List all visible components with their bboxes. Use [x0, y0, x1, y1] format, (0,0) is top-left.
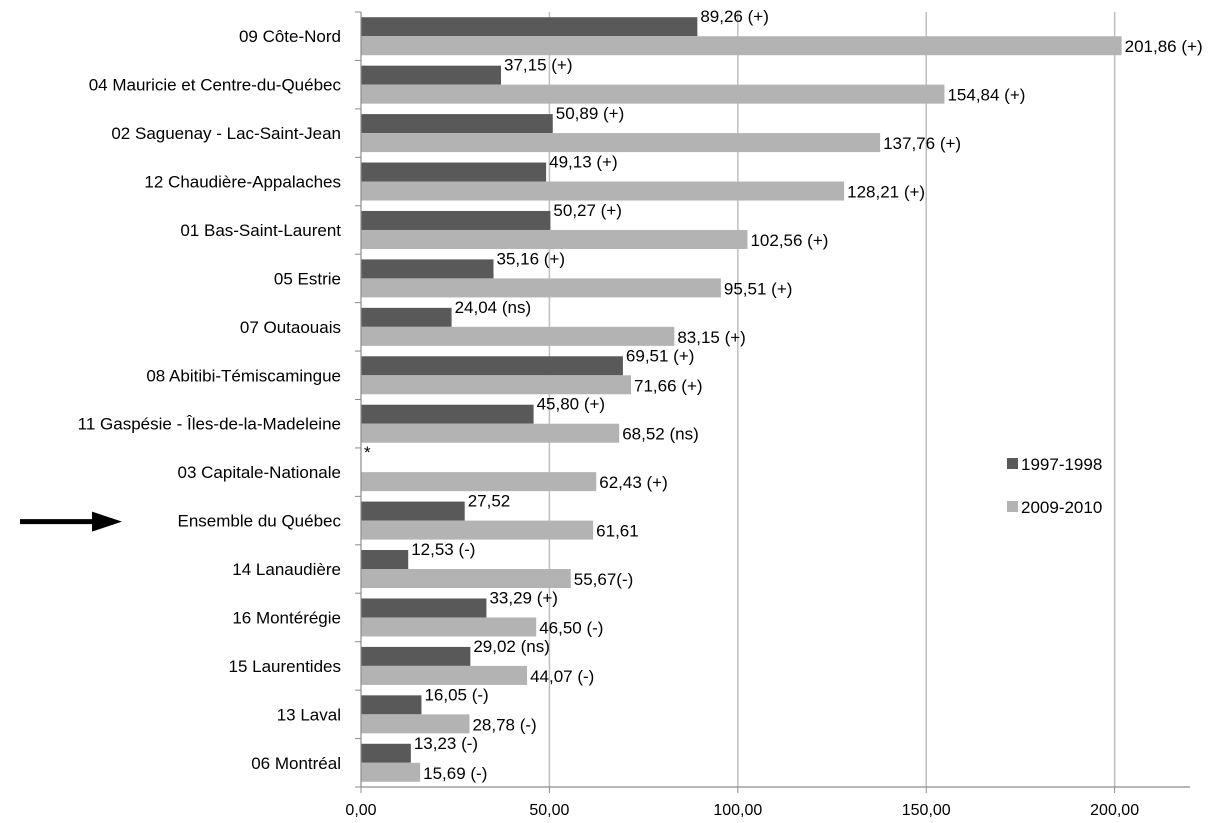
category-label: 05 Estrie: [274, 269, 341, 288]
data-label-1997-1998: 50,89 (+): [556, 104, 625, 123]
bar-2009-2010: [361, 665, 528, 685]
bar-1997-1998: [361, 646, 471, 666]
data-label-1997-1998: 16,05 (-): [424, 685, 488, 704]
data-label-2009-2010: 46,50 (-): [539, 618, 603, 637]
data-label-1997-1998: *: [364, 443, 371, 462]
bar-1997-1998: [361, 162, 547, 182]
x-tick-label: 200,00: [1090, 802, 1139, 819]
data-label-2009-2010: 71,66 (+): [634, 376, 703, 395]
bar-1997-1998: [361, 307, 452, 327]
bar-1997-1998: [361, 114, 553, 134]
bar-2009-2010: [361, 617, 537, 637]
category-label: 06 Montréal: [251, 754, 341, 773]
category-label: 13 Laval: [277, 705, 341, 724]
x-tick-label: 100,00: [713, 802, 762, 819]
category-label: 04 Mauricie et Centre-du-Québec: [89, 76, 342, 95]
data-label-1997-1998: 13,23 (-): [414, 734, 478, 753]
legend-swatch-2009-2010: [1007, 501, 1018, 512]
bar-1997-1998: [361, 259, 494, 279]
bar-2009-2010: [361, 375, 632, 395]
data-label-1997-1998: 49,13 (+): [549, 153, 618, 172]
category-label: 09 Côte-Nord: [239, 27, 341, 46]
bar-2009-2010: [361, 36, 1122, 56]
data-label-2009-2010: 83,15 (+): [677, 328, 746, 347]
data-label-1997-1998: 24,04 (ns): [455, 298, 532, 317]
data-label-1997-1998: 12,53 (-): [411, 540, 475, 559]
category-label: 03 Capitale-Nationale: [178, 463, 342, 482]
legend: 1997-1998 2009-2010: [1007, 455, 1102, 517]
bar-1997-1998: [361, 404, 534, 424]
bar-2009-2010: [361, 181, 845, 201]
data-label-2009-2010: 102,56 (+): [750, 231, 828, 250]
legend-label-1997-1998: 1997-1998: [1021, 455, 1102, 474]
bar-2009-2010: [361, 229, 748, 249]
bars: [361, 17, 1122, 782]
labels: 09 Côte-Nord 89,26 (+) 201,86 (+) 04 Mauric…: [78, 7, 1203, 783]
axes: 0,00 50,00 100,00 150,00 200,00: [345, 11, 1190, 819]
data-label-2009-2010: 201,86 (+): [1125, 37, 1203, 56]
bar-1997-1998: [361, 743, 411, 763]
legend-swatch-1997-1998: [1007, 458, 1018, 469]
category-label: 11 Gaspésie - Îles-de-la-Madeleine: [78, 415, 341, 434]
data-label-2009-2010: 62,43 (+): [599, 473, 668, 492]
category-label: 02 Saguenay - Lac-Saint-Jean: [111, 124, 341, 143]
data-label-2009-2010: 154,84 (+): [947, 86, 1025, 105]
arrow-head: [92, 511, 122, 532]
x-tick-label: 150,00: [902, 802, 951, 819]
category-label: 08 Abitibi-Témiscamingue: [146, 366, 341, 385]
data-label-1997-1998: 69,51 (+): [626, 346, 695, 365]
bar-2009-2010: [361, 472, 597, 492]
bar-2009-2010: [361, 423, 620, 443]
highlight-arrow: [20, 511, 122, 532]
data-label-1997-1998: 37,15 (+): [504, 56, 573, 75]
bar-2009-2010: [361, 714, 470, 734]
bar-1997-1998: [361, 501, 465, 521]
bar-1997-1998: [361, 17, 698, 37]
bar-2009-2010: [361, 133, 881, 153]
category-label: Ensemble du Québec: [178, 512, 342, 531]
data-label-2009-2010: 128,21 (+): [847, 183, 925, 202]
data-label-1997-1998: 29,02 (ns): [473, 637, 550, 656]
bar-2009-2010: [361, 569, 571, 589]
data-label-1997-1998: 45,80 (+): [537, 395, 606, 414]
bar-1997-1998: [361, 695, 422, 715]
category-label: 12 Chaudière-Appalaches: [144, 173, 341, 192]
category-label: 16 Montérégie: [232, 608, 341, 627]
data-label-2009-2010: 137,76 (+): [883, 134, 961, 153]
category-label: 07 Outaouais: [240, 318, 341, 337]
data-label-2009-2010: 61,61: [596, 522, 639, 541]
bar-2009-2010: [361, 762, 421, 782]
bar-1997-1998: [361, 598, 487, 618]
data-label-2009-2010: 55,67(-): [574, 570, 634, 589]
data-label-2009-2010: 44,07 (-): [530, 667, 594, 686]
data-label-2009-2010: 15,69 (-): [423, 764, 487, 783]
bar-1997-1998: [361, 210, 551, 230]
gridlines: [548, 12, 1116, 787]
category-label: 15 Laurentides: [229, 657, 341, 676]
category-label: 01 Bas-Saint-Laurent: [180, 221, 341, 240]
bar-2009-2010: [361, 278, 721, 298]
data-label-1997-1998: 35,16 (+): [496, 249, 565, 268]
legend-label-2009-2010: 2009-2010: [1021, 498, 1102, 517]
data-label-1997-1998: 89,26 (+): [700, 7, 769, 26]
data-label-1997-1998: 50,27 (+): [553, 201, 622, 220]
bar-1997-1998: [361, 550, 409, 570]
data-label-1997-1998: 27,52: [468, 492, 511, 511]
x-tick-label: 0,00: [345, 802, 376, 819]
bar-1997-1998: [361, 65, 501, 85]
bar-1997-1998: [361, 356, 623, 376]
data-label-2009-2010: 68,52 (ns): [622, 425, 699, 444]
bar-2009-2010: [361, 84, 945, 104]
bar-2009-2010: [361, 520, 594, 540]
data-label-2009-2010: 28,78 (-): [472, 715, 536, 734]
category-label: 14 Lanaudière: [232, 560, 341, 579]
data-label-1997-1998: 33,29 (+): [489, 588, 558, 607]
x-tick-label: 50,00: [529, 802, 569, 819]
data-label-2009-2010: 95,51 (+): [724, 279, 793, 298]
bar-2009-2010: [361, 326, 675, 346]
